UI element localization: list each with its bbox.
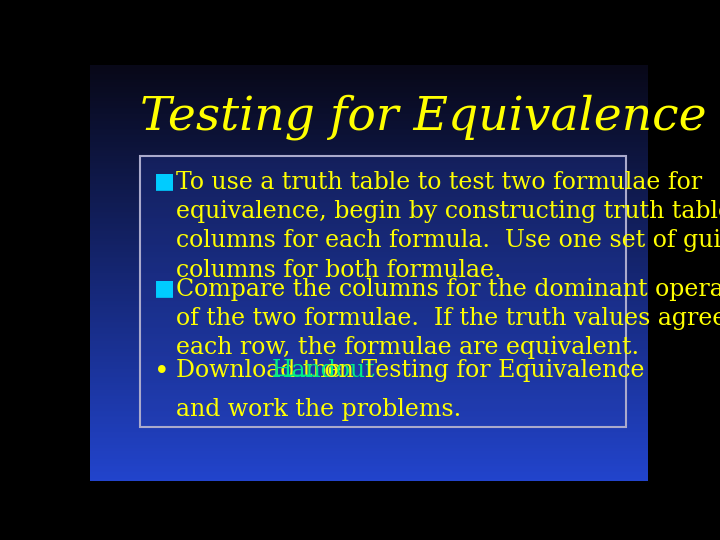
Text: and work the problems.: and work the problems. bbox=[176, 399, 462, 421]
Text: Handout: Handout bbox=[271, 359, 375, 382]
Text: on Testing for Equivalence: on Testing for Equivalence bbox=[317, 359, 644, 382]
Text: Download the: Download the bbox=[176, 359, 350, 382]
Text: Testing for Equivalence: Testing for Equivalence bbox=[140, 94, 707, 140]
Text: Compare the columns for the dominant operators
of the two formulae.  If the trut: Compare the columns for the dominant ope… bbox=[176, 278, 720, 359]
FancyBboxPatch shape bbox=[140, 156, 626, 427]
Text: To use a truth table to test two formulae for
equivalence, begin by constructing: To use a truth table to test two formula… bbox=[176, 171, 720, 282]
Text: •: • bbox=[154, 359, 170, 385]
Text: ■: ■ bbox=[154, 278, 175, 298]
Text: ■: ■ bbox=[154, 171, 175, 191]
